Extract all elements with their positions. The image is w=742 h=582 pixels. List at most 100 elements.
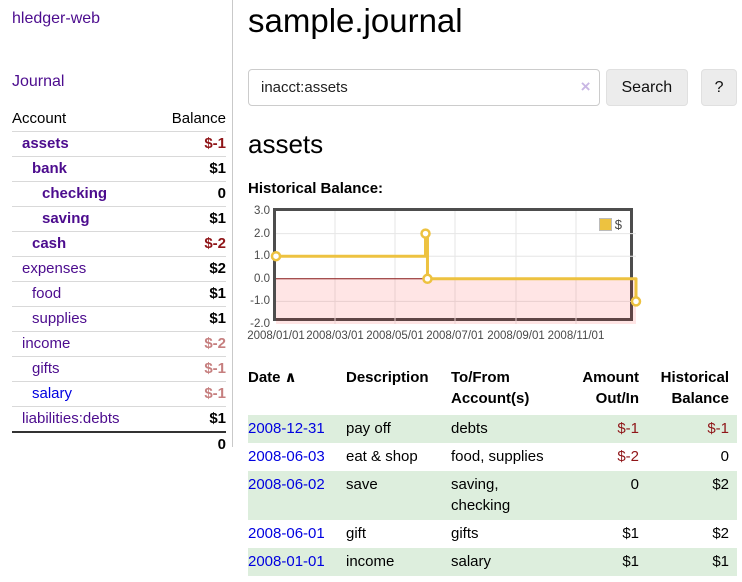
- balance-cell: $2: [712, 525, 729, 542]
- accounts-table: Account Balance assets $-1 bank $1 checking 0…: [12, 107, 226, 457]
- account-row: assets $-1: [12, 131, 226, 157]
- search-form: × Search ?: [248, 69, 737, 106]
- accounts-table-header: Account Balance: [12, 107, 226, 132]
- account-row: liabilities:debts $1: [12, 406, 226, 432]
- accounts-column-header: To/From Account(s): [451, 369, 530, 407]
- account-link[interactable]: food: [32, 285, 62, 302]
- account-row: bank $1: [12, 156, 226, 182]
- page-title: sample.journal: [248, 2, 463, 39]
- x-axis-tick-label: 2008/09/01: [487, 330, 545, 342]
- accounts-total-value: 0: [154, 431, 226, 457]
- account-link[interactable]: salary: [32, 385, 73, 402]
- x-axis-tick-label: 2008/11/01: [547, 330, 605, 342]
- date-column-header[interactable]: Date ∧: [248, 369, 297, 386]
- amount-cell: $-2: [617, 448, 639, 465]
- account-row: salary $-1: [12, 381, 226, 407]
- account-link[interactable]: income: [22, 335, 71, 352]
- account-balance: $1: [154, 406, 226, 432]
- description-cell: save: [346, 476, 378, 493]
- app-title-link[interactable]: hledger-web: [12, 10, 101, 27]
- date-link[interactable]: 2008-06-02: [248, 476, 325, 493]
- y-axis-tick-label: 0.0: [254, 272, 270, 285]
- account-link[interactable]: gifts: [32, 360, 60, 377]
- legend-swatch-icon: [598, 218, 612, 231]
- account-link[interactable]: cash: [32, 235, 67, 252]
- amount-column-header: Amount Out/In: [582, 369, 639, 407]
- amount-cell: 0: [630, 476, 639, 493]
- legend-label: $: [614, 217, 622, 232]
- date-link[interactable]: 2008-01-01: [248, 553, 325, 570]
- historical-balance-column-header: Historical Balance: [660, 369, 729, 407]
- accounts-cell: salary: [451, 553, 492, 570]
- date-link[interactable]: 2008-12-31: [248, 420, 325, 437]
- sidebar: hledger-web Journal Account Balance asse…: [0, 0, 233, 457]
- table-row: 2008-01-01 income salary $1 $1: [248, 548, 737, 576]
- balance-cell: $1: [712, 553, 729, 570]
- account-balance: $-2: [154, 331, 226, 357]
- date-link[interactable]: 2008-06-01: [248, 525, 325, 542]
- account-link[interactable]: liabilities:debts: [22, 410, 120, 427]
- y-axis-tick-label: 3.0: [254, 205, 270, 217]
- accounts-cell: food, supplies: [451, 448, 544, 465]
- sidebar-item-journal[interactable]: Journal: [12, 73, 65, 90]
- balance-cell: $-1: [707, 420, 729, 437]
- accounts-cell: gifts: [451, 525, 479, 542]
- y-axis-tick-label: 1.0: [254, 250, 270, 263]
- balance-column-header: Balance: [171, 110, 226, 127]
- x-axis-tick-label: 2008/03/01: [306, 330, 364, 342]
- account-balance: $1: [154, 306, 226, 332]
- account-link[interactable]: saving: [42, 210, 90, 227]
- y-axis-tick-label: -2.0: [250, 318, 270, 330]
- table-row: 2008-12-31 pay off debts $-1 $-1: [248, 415, 737, 443]
- account-column-header: Account: [12, 110, 67, 127]
- balance-cell: $2: [712, 476, 729, 493]
- account-balance: $1: [154, 206, 226, 232]
- account-link[interactable]: bank: [32, 160, 68, 177]
- account-balance: $-1: [154, 356, 226, 382]
- accounts-cell: debts: [451, 420, 488, 437]
- accounts-total-row: 0: [12, 431, 226, 457]
- account-balance: $-1: [154, 381, 226, 407]
- account-link[interactable]: expenses: [22, 260, 87, 277]
- amount-cell: $1: [622, 525, 639, 542]
- account-balance: 0: [154, 181, 226, 207]
- amount-cell: $-1: [617, 420, 639, 437]
- search-input[interactable]: [248, 69, 600, 106]
- balance-cell: 0: [720, 448, 729, 465]
- main-content: sample.journal × Search ? assets Histori…: [247, 0, 737, 576]
- search-button[interactable]: Search: [605, 69, 689, 106]
- account-row: expenses $2: [12, 256, 226, 282]
- account-balance: $1: [154, 281, 226, 307]
- clear-search-icon[interactable]: ×: [580, 77, 591, 96]
- historical-balance-chart: $ 3.0 2.0 1.0 0.0 -1.0 -2.0 2008/01/01 2008/03/…: [247, 205, 737, 342]
- table-row: 2008-06-03 eat & shop food, supplies $-2 0: [248, 443, 737, 471]
- x-axis-tick-label: 2008/05/01: [366, 330, 424, 342]
- description-column-header: Description: [346, 369, 429, 386]
- description-cell: eat & shop: [346, 448, 418, 465]
- account-row: supplies $1: [12, 306, 226, 332]
- account-balance: $-2: [154, 231, 226, 257]
- date-link[interactable]: 2008-06-03: [248, 448, 325, 465]
- account-balance: $2: [154, 256, 226, 282]
- account-link[interactable]: supplies: [32, 310, 88, 327]
- sort-ascending-icon[interactable]: ∧: [284, 369, 297, 386]
- description-cell: pay off: [346, 420, 391, 437]
- account-balance: $-1: [154, 131, 226, 157]
- account-row: saving $1: [12, 206, 226, 232]
- accounts-cell: saving, checking: [451, 476, 511, 514]
- chart-legend: $: [596, 216, 624, 233]
- account-balance: $1: [154, 156, 226, 182]
- account-link[interactable]: checking: [42, 185, 108, 202]
- x-axis-tick-label: 2008/01/01: [247, 330, 305, 342]
- chart-plot-area: $: [270, 208, 642, 324]
- account-heading: assets: [248, 129, 324, 159]
- account-row: income $-2: [12, 331, 226, 357]
- y-axis-tick-label: -1.0: [250, 295, 270, 308]
- account-link[interactable]: assets: [22, 135, 69, 152]
- account-row: cash $-2: [12, 231, 226, 257]
- help-button[interactable]: ?: [701, 69, 737, 106]
- table-row: 2008-06-01 gift gifts $1 $2: [248, 520, 737, 548]
- account-row: gifts $-1: [12, 356, 226, 382]
- register-table: Date ∧ Description To/From Account(s) Amo…: [248, 365, 737, 576]
- account-row: food $1: [12, 281, 226, 307]
